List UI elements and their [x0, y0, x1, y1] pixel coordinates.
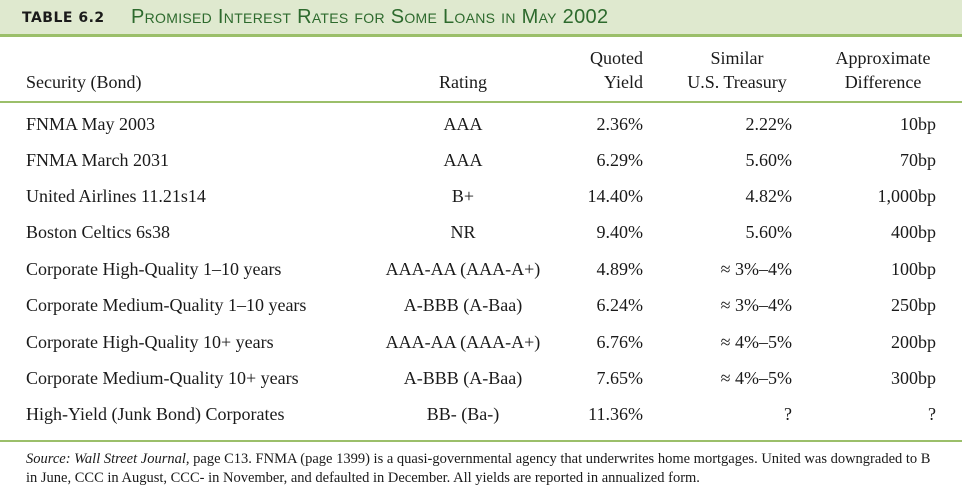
security-cell: FNMA May 2003: [26, 114, 156, 134]
yield-cell: 11.36%: [588, 404, 643, 424]
treasury-cell: ≈ 4%–5%: [720, 368, 792, 388]
header-treasury-line2: U.S. Treasury: [687, 72, 787, 92]
yield-cell: 6.29%: [596, 150, 644, 170]
rating-cell: AAA-AA (AAA-A+): [385, 259, 541, 279]
header-yield-line1: Quoted: [590, 48, 643, 68]
treasury-cell: 2.22%: [745, 114, 793, 134]
yield-cell: 6.24%: [596, 295, 644, 315]
table-title-bar: TABLE 6.2 Promised Interest Rates for So…: [0, 0, 962, 37]
header-difference-line1: Approximate: [835, 48, 931, 68]
treasury-cell: 5.60%: [745, 150, 793, 170]
table-row: Boston Celtics 6s38 NR 9.40% 5.60% 400bp: [0, 216, 962, 252]
yield-cell: 14.40%: [587, 186, 644, 206]
header-yield-line2: Yield: [604, 72, 643, 92]
difference-cell: 400bp: [891, 222, 936, 242]
rating-cell: A-BBB (A-Baa): [403, 368, 523, 388]
treasury-cell: 4.82%: [745, 186, 793, 206]
rating-cell: B+: [451, 186, 475, 206]
security-cell: Corporate High-Quality 10+ years: [26, 332, 274, 352]
security-cell: United Airlines 11.21s14: [26, 186, 206, 206]
security-cell: Corporate High-Quality 1–10 years: [26, 259, 282, 279]
security-cell: Corporate Medium-Quality 10+ years: [26, 368, 299, 388]
header-rating: Rating: [439, 72, 487, 92]
difference-cell: 100bp: [891, 259, 936, 279]
security-cell: Boston Celtics 6s38: [26, 222, 171, 242]
security-cell: Corporate Medium-Quality 1–10 years: [26, 295, 307, 315]
table-row: United Airlines 11.21s14 B+ 14.40% 4.82%…: [0, 180, 962, 216]
yield-cell: 7.65%: [596, 368, 644, 388]
table-row: Corporate Medium-Quality 10+ years A-BBB…: [0, 362, 962, 398]
source-note: Source: Wall Street Journal, page C13. F…: [26, 450, 941, 488]
difference-cell: 10bp: [900, 114, 936, 134]
difference-cell: 70bp: [900, 150, 936, 170]
rating-cell: A-BBB (A-Baa): [403, 295, 523, 315]
rating-cell: AAA: [443, 114, 483, 134]
table-row: Corporate Medium-Quality 1–10 years A-BB…: [0, 289, 962, 325]
header-difference-line2: Difference: [844, 72, 922, 92]
footer-rule: [0, 440, 962, 442]
treasury-cell: 5.60%: [745, 222, 793, 242]
yield-cell: 2.36%: [596, 114, 644, 134]
rating-cell: AAA-AA (AAA-A+): [385, 332, 541, 352]
table-row: FNMA May 2003 AAA 2.36% 2.22% 10bp: [0, 108, 962, 144]
table-row: Corporate High-Quality 1–10 years AAA-AA…: [0, 253, 962, 289]
yield-cell: 6.76%: [596, 332, 644, 352]
header-security: Security (Bond): [26, 72, 142, 92]
table-title: Promised Interest Rates for Some Loans i…: [131, 6, 609, 28]
difference-cell: 250bp: [891, 295, 936, 315]
treasury-cell: ≈ 3%–4%: [720, 259, 792, 279]
yield-cell: 4.89%: [596, 259, 644, 279]
table-row: FNMA March 2031 AAA 6.29% 5.60% 70bp: [0, 144, 962, 180]
difference-cell: ?: [928, 404, 936, 424]
treasury-cell: ≈ 3%–4%: [720, 295, 792, 315]
difference-cell: 300bp: [891, 368, 936, 388]
table-row: Corporate High-Quality 10+ years AAA-AA …: [0, 326, 962, 362]
difference-cell: 200bp: [891, 332, 936, 352]
rating-cell: NR: [450, 222, 476, 242]
security-cell: FNMA March 2031: [26, 150, 169, 170]
table-number: TABLE 6.2: [22, 10, 105, 26]
header-rule: [0, 101, 962, 103]
table-row: High-Yield (Junk Bond) Corporates BB- (B…: [0, 398, 962, 434]
yield-cell: 9.40%: [596, 222, 644, 242]
treasury-cell: ≈ 4%–5%: [720, 332, 792, 352]
source-text: , page C13. FNMA (page 1399) is a quasi-…: [26, 451, 931, 486]
source-label: Source: Wall Street Journal: [26, 451, 186, 467]
security-cell: High-Yield (Junk Bond) Corporates: [26, 404, 285, 424]
rating-cell: AAA: [443, 150, 483, 170]
rating-cell: BB- (Ba-): [426, 404, 500, 424]
difference-cell: 1,000bp: [877, 186, 937, 206]
header-treasury-line1: Similar: [710, 48, 764, 68]
treasury-cell: ?: [784, 404, 792, 424]
